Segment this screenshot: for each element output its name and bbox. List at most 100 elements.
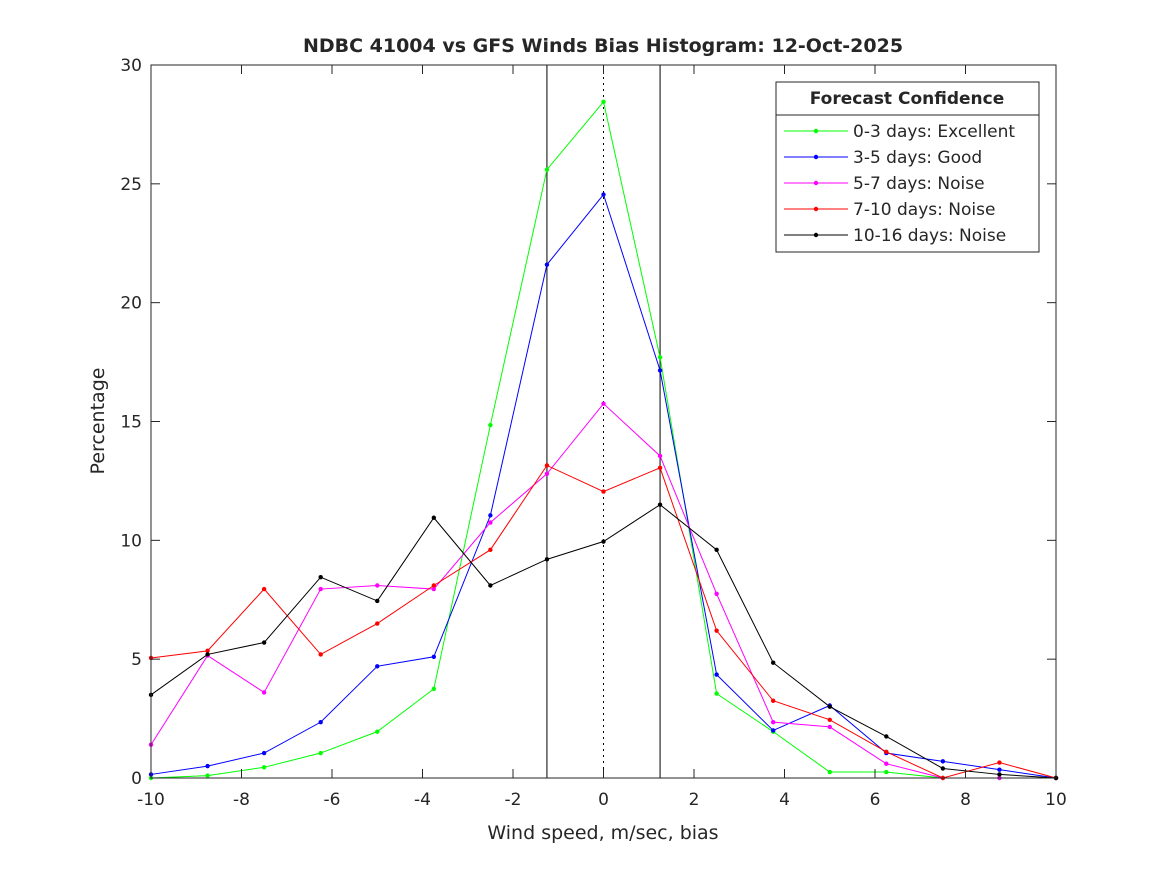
data-point — [431, 654, 437, 659]
data-point — [544, 463, 550, 468]
data-point — [375, 729, 380, 734]
data-point — [261, 750, 267, 756]
legend-entry: 3-5 days: Good — [853, 148, 982, 168]
data-point — [375, 598, 380, 604]
data-point — [318, 750, 323, 756]
data-point — [997, 767, 1002, 772]
data-point — [375, 664, 380, 669]
x-axis-label: Wind speed, m/sec, bias — [487, 822, 718, 844]
series-5-7-days-noise — [148, 401, 1059, 781]
data-point — [318, 719, 323, 725]
data-point — [714, 547, 719, 553]
y-tick-label: 0 — [131, 769, 142, 789]
data-point — [601, 539, 606, 544]
legend: Forecast Confidence 0-3 days: Excellent 3… — [775, 81, 1040, 253]
data-point — [261, 765, 267, 770]
data-point — [261, 640, 267, 645]
data-point — [601, 192, 606, 197]
legend-entry: 10-16 days: Noise — [853, 226, 1006, 246]
legend-entry: 0-3 days: Excellent — [853, 122, 1015, 142]
data-point — [431, 583, 437, 588]
data-point — [488, 513, 493, 518]
y-tick-label: 20 — [120, 294, 142, 314]
y-tick-label: 25 — [120, 175, 142, 195]
data-point — [375, 583, 380, 588]
data-point — [375, 621, 380, 626]
y-tick-label: 5 — [131, 650, 142, 670]
data-point — [318, 652, 323, 657]
data-point — [884, 734, 889, 739]
data-point — [770, 660, 776, 665]
data-point — [770, 728, 776, 733]
data-point — [714, 672, 719, 677]
legend-swatch-marker — [813, 232, 819, 238]
data-point — [431, 686, 437, 692]
x-tick-label: 4 — [779, 790, 790, 810]
legend-entry: 5-7 days: Noise — [853, 174, 985, 194]
y-tick-label: 10 — [120, 531, 142, 551]
data-point — [827, 717, 832, 722]
data-point — [261, 690, 267, 695]
x-tick-label: -6 — [324, 790, 341, 810]
legend-swatch-marker — [813, 180, 819, 186]
data-point — [205, 773, 210, 778]
data-point — [657, 453, 663, 459]
data-point — [714, 691, 719, 696]
x-tick-label: -4 — [414, 790, 431, 810]
data-point — [940, 759, 946, 764]
data-point — [657, 465, 663, 471]
data-point — [261, 586, 267, 592]
data-point — [318, 574, 323, 580]
data-point — [714, 591, 719, 597]
data-point — [997, 772, 1002, 777]
series-line — [150, 402, 1056, 779]
data-point — [488, 583, 493, 588]
data-point — [488, 520, 493, 525]
data-point — [714, 628, 719, 633]
data-point — [657, 502, 663, 507]
legend-swatch-marker — [813, 206, 819, 212]
series-0-3-days-excellent — [148, 99, 1059, 781]
data-point — [431, 586, 437, 592]
data-point — [488, 422, 493, 428]
data-point — [884, 749, 889, 755]
data-point — [827, 724, 832, 730]
x-tick-label: 0 — [598, 790, 609, 810]
data-point — [770, 719, 776, 725]
data-point — [205, 652, 210, 657]
x-tick-label: 6 — [870, 790, 881, 810]
data-point — [997, 760, 1002, 765]
x-tick-label: 8 — [960, 790, 971, 810]
data-point — [884, 769, 889, 775]
data-point — [657, 355, 663, 360]
data-point — [431, 515, 437, 520]
data-point — [205, 763, 210, 769]
series-10-16-days-noise — [148, 502, 1059, 781]
x-tick-label: 2 — [689, 790, 700, 810]
legend-swatch-marker — [813, 154, 819, 160]
data-point — [544, 557, 550, 562]
data-point — [657, 368, 663, 373]
data-point — [827, 769, 832, 775]
x-tick-label: -2 — [505, 790, 522, 810]
data-point — [601, 401, 606, 406]
data-point — [884, 761, 889, 766]
data-point — [205, 648, 210, 654]
x-tick-label: -10 — [137, 790, 165, 810]
y-tick-label: 30 — [120, 56, 142, 76]
data-point — [770, 698, 776, 703]
data-point — [544, 471, 550, 476]
data-point — [601, 99, 606, 105]
data-point — [318, 586, 323, 592]
legend-title: Forecast Confidence — [810, 89, 1005, 109]
data-point — [940, 766, 946, 771]
y-axis-label: Percentage — [87, 368, 109, 475]
legend-entry: 7-10 days: Noise — [853, 200, 995, 220]
x-tick-label: 10 — [1045, 790, 1067, 810]
data-point — [488, 547, 493, 553]
data-point — [601, 489, 606, 494]
y-tick-label: 15 — [120, 413, 142, 433]
x-tick-label: -8 — [233, 790, 250, 810]
